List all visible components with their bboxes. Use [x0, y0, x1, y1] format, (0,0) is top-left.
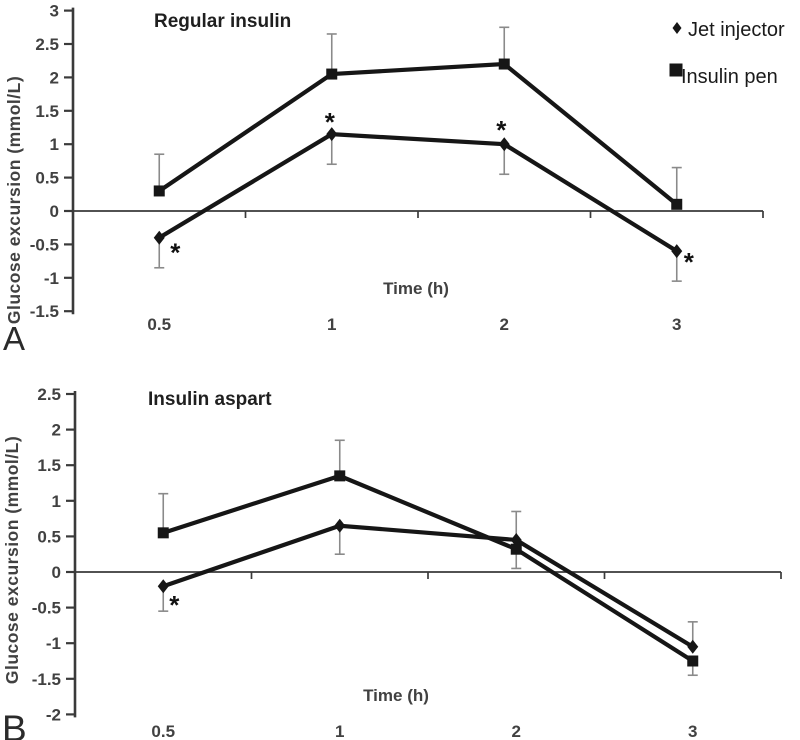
- x-tick-label: 1: [327, 315, 336, 334]
- series-line: [162, 473, 694, 663]
- y-tick-label: 2: [52, 421, 61, 440]
- square-marker-icon: [498, 58, 510, 70]
- y-tick-label: 1: [52, 492, 61, 511]
- y-tick-label: 0: [50, 202, 59, 221]
- diamond-marker-icon: [687, 639, 699, 654]
- series-jet-injector: * * * *: [153, 107, 695, 282]
- significance-asterisk: *: [169, 590, 180, 620]
- legend-item-label: Jet injector: [688, 19, 785, 41]
- series-jet-injector: *: [157, 510, 699, 654]
- x-tick-label: 0.5: [147, 315, 171, 334]
- y-tick-label: -0.5: [30, 235, 59, 254]
- significance-asterisk: *: [325, 107, 336, 137]
- y-tick-label: 2: [50, 68, 59, 87]
- square-marker-icon: [334, 470, 346, 482]
- y-tick-label: -1.5: [32, 670, 61, 689]
- y-tick-label: -1.5: [30, 302, 59, 321]
- y-axis-title: Glucose excursion (mmol/L): [4, 76, 24, 324]
- diamond-marker-icon: [498, 137, 510, 152]
- legend-item-label: Insulin pen: [681, 66, 778, 88]
- y-axis-title: Glucose excursion (mmol/L): [2, 436, 22, 684]
- diamond-marker-icon: [157, 579, 169, 594]
- y-tick-label: -1: [46, 634, 61, 653]
- x-tick-label: 0.5: [151, 722, 175, 740]
- square-marker-icon: [157, 527, 169, 539]
- y-tick-label: 0: [52, 563, 61, 582]
- panel-label: A: [3, 320, 25, 357]
- x-axis-title: Time (h): [383, 279, 449, 298]
- y-tick-label: 1.5: [35, 102, 59, 121]
- panel-A: 3 2.5 2 1.5 1 0.5 0 -0.5 -1 -1.5 0.5 1 2 3 Time (h) Glu…: [3, 2, 785, 357]
- series-insulin-pen: [153, 26, 683, 210]
- legend: Jet injector Insulin pen: [669, 19, 785, 88]
- panel-B: 2.5 2 1.5 1 0.5 0 -0.5 -1 -1.5 -2 0.5 1 2 3 Time (h) Gl…: [2, 385, 782, 740]
- x-tick-label: 3: [672, 315, 681, 334]
- y-tick-label: 0.5: [35, 169, 59, 188]
- y-tick-label: 2.5: [35, 35, 59, 54]
- chart-title: Regular insulin: [154, 11, 291, 32]
- x-tick-label: 1: [335, 722, 344, 740]
- y-tick-label: 1: [50, 135, 59, 154]
- x-tick-label: 2: [500, 315, 509, 334]
- diamond-marker-icon: [510, 532, 522, 547]
- square-marker-icon: [326, 68, 338, 80]
- y-tick-label: 3: [50, 2, 59, 21]
- y-tick-label: 2.5: [37, 385, 61, 404]
- x-tick-label: 2: [512, 722, 521, 740]
- diamond-marker-icon: [334, 518, 346, 533]
- square-marker-icon: [687, 655, 699, 667]
- series-line: [158, 132, 678, 253]
- series-insulin-pen: [157, 439, 699, 677]
- y-tick-label: -1: [44, 269, 59, 288]
- y-tick-label: -0.5: [32, 599, 61, 618]
- legend-square-icon: [669, 63, 683, 77]
- y-tick-label: -2: [46, 705, 61, 724]
- square-marker-icon: [510, 543, 522, 555]
- y-tick-label: 0.5: [37, 527, 61, 546]
- series-line: [162, 523, 694, 649]
- diamond-marker-icon: [153, 230, 165, 245]
- diamond-marker-icon: [671, 244, 683, 259]
- x-axis-title: Time (h): [363, 686, 429, 705]
- legend-diamond-icon: [672, 22, 682, 34]
- y-tick-label: 1.5: [37, 456, 61, 475]
- significance-asterisk: *: [170, 238, 181, 268]
- panel-label: B: [2, 708, 27, 740]
- chart-title: Insulin aspart: [148, 389, 272, 410]
- square-marker-icon: [671, 198, 683, 210]
- significance-asterisk: *: [684, 247, 695, 277]
- x-tick-label: 3: [688, 722, 697, 740]
- series-line: [158, 61, 679, 206]
- diamond-marker-icon: [326, 127, 338, 142]
- square-marker-icon: [153, 185, 165, 197]
- significance-asterisk: *: [496, 115, 507, 145]
